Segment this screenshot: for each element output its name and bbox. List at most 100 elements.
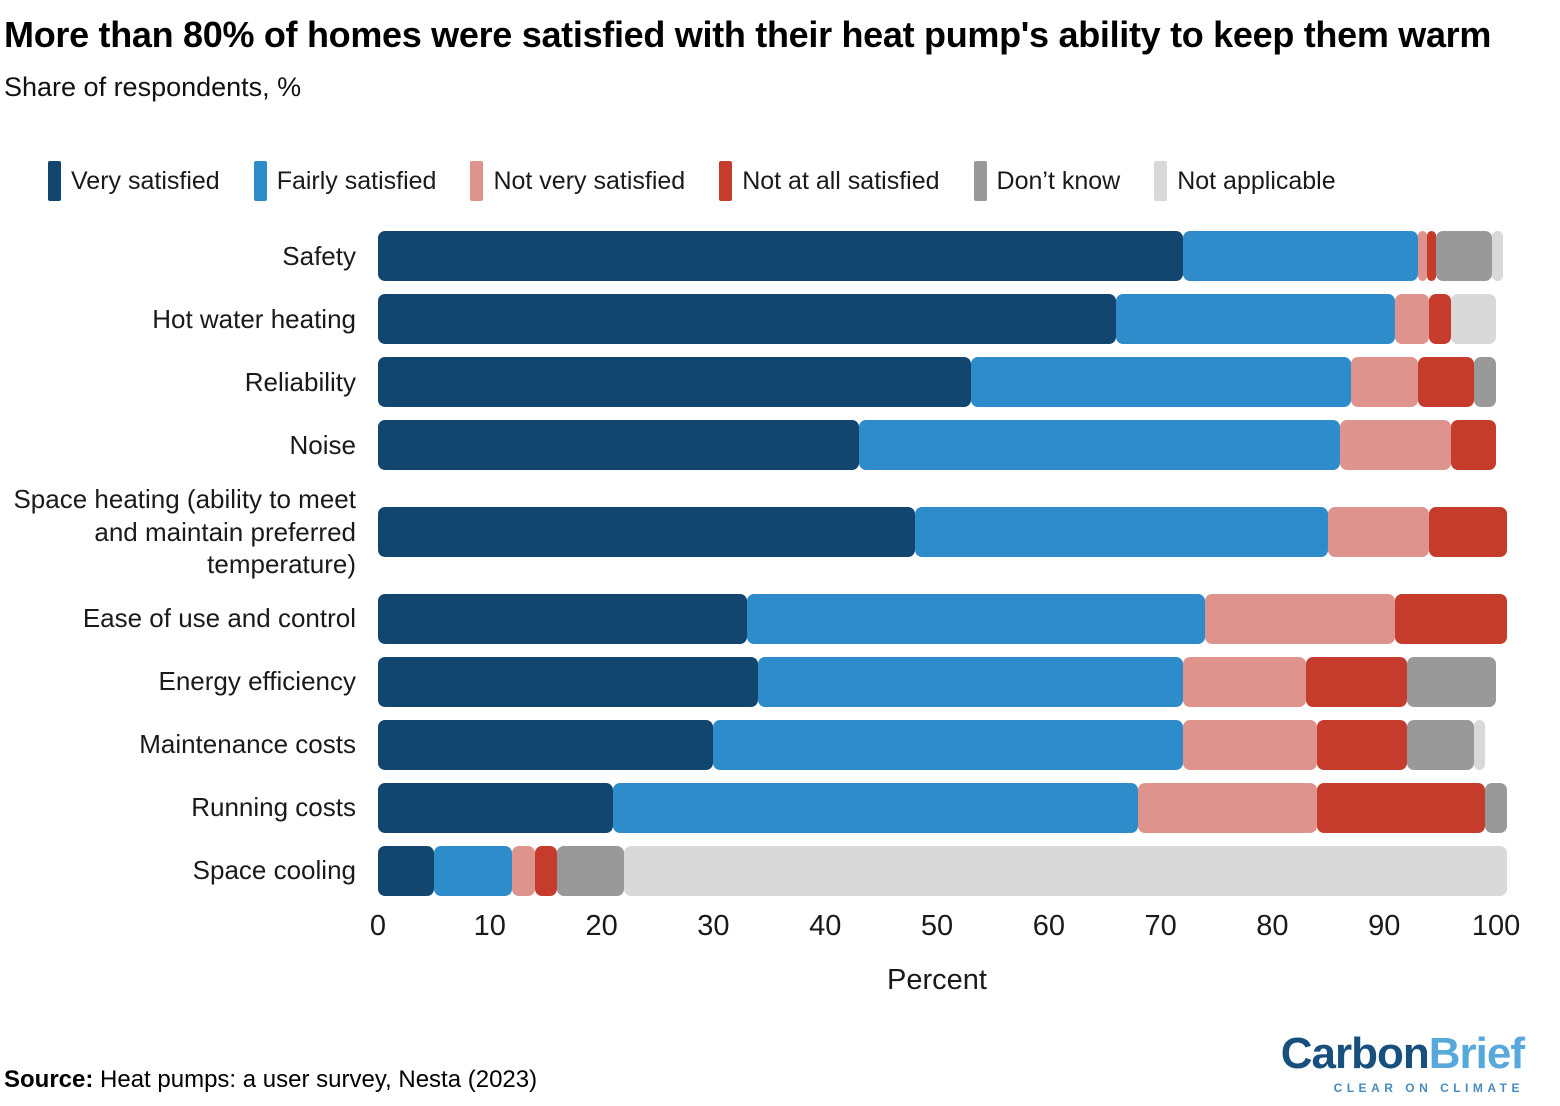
bar-segment-don-t-know [1435,231,1492,281]
bar-row-safety: Safety [4,231,1524,281]
x-tick-80: 80 [1256,909,1289,942]
x-axis-label-area: Percent [378,964,1524,1000]
bar-segment-not-at-all-satisfied [1428,294,1452,344]
x-tick-90: 90 [1368,909,1401,942]
x-tick-60: 60 [1032,909,1065,942]
bar-segment-fairly-satisfied [612,782,1139,833]
bar-row-energy-efficiency: Energy efficiency [4,656,1524,707]
bar-segment-fairly-satisfied [746,593,1206,644]
bar-segment-fairly-satisfied [1115,294,1396,344]
legend-swatch-icon [1154,161,1168,201]
bar-row-running-costs: Running costs [4,782,1524,833]
legend-swatch-icon [719,161,733,201]
chart-subtitle: Share of respondents, % [4,72,302,102]
axis-spacer [4,910,378,950]
bar-segment-very-satisfied [378,719,714,770]
legend-label: Not very satisfied [493,166,686,195]
source-note: Source: Heat pumps: a user survey, Nesta… [4,1066,537,1094]
x-tick-10: 10 [473,909,506,942]
x-tick-30: 30 [697,909,730,942]
category-label: Maintenance costs [139,729,356,760]
category-label: Safety [282,240,356,271]
axis-ticks: 0 10 20 30 40 50 60 70 80 90 100 [370,909,1524,950]
bar-row-space-heating-ability-to-meet-: Space heating (ability to meet and maint… [4,483,1524,581]
bar-segment-very-satisfied [378,845,434,896]
bar-row-noise: Noise [4,420,1524,470]
bar-segment-not-at-all-satisfied [1317,782,1485,833]
stacked-bar [378,231,1524,281]
category-label: Reliability [244,366,356,397]
bar-segment-not-at-all-satisfied [1317,719,1407,770]
stacked-bar [378,357,1524,407]
bar-segment-don-t-know [556,845,624,896]
bar-segment-not-applicable [1491,231,1503,281]
legend-label: Don’t know [996,166,1121,195]
bar-segment-don-t-know [1406,656,1496,707]
x-tick-50: 50 [920,909,954,942]
logo-wordmark: CarbonBrief [1280,1029,1525,1078]
bar-segment-not-at-all-satisfied [534,845,557,896]
bar-segment-not-very-satisfied [1205,593,1396,644]
bar-segment-very-satisfied [378,357,971,407]
stacked-bar [378,845,1524,896]
bar-segment-very-satisfied [378,231,1183,281]
source-text: Heat pumps: a user survey, Nesta (2023) [100,1066,538,1093]
axis-spacer [4,964,378,1000]
bar-segment-fairly-satisfied [1182,231,1418,281]
x-tick-0: 0 [369,909,387,942]
bar-segment-not-very-satisfied [1182,656,1306,707]
bar-row-reliability: Reliability [4,357,1524,407]
bar-segment-fairly-satisfied [970,357,1351,407]
legend-label: Not at all satisfied [742,166,940,195]
category-label: Running costs [191,792,356,823]
bar-segment-not-applicable [1451,294,1497,344]
bar-segment-very-satisfied [378,782,613,833]
chart-area: Safety Hot water heating Reliability Noise S… [4,231,1524,1000]
bar-segment-don-t-know [1484,782,1508,833]
category-label: Ease of use and control [82,603,356,634]
x-tick-70: 70 [1144,909,1177,942]
legend-swatch-icon [973,161,987,201]
bar-segment-fairly-satisfied [758,656,1183,707]
bar-segment-very-satisfied [378,294,1116,344]
footer: Source: Heat pumps: a user survey, Nesta… [4,1029,1525,1095]
source-label: Source: [4,1066,94,1093]
bar-segment-very-satisfied [378,420,859,470]
stacked-bar [378,593,1524,644]
logo-tagline: CLEAR ON CLIMATE [1333,1081,1524,1095]
category-label: Space heating (ability to meet and maint… [13,484,356,579]
category-label: Hot water heating [152,303,356,334]
x-axis-label-row: Percent [4,964,1524,1000]
chart-rows: Safety Hot water heating Reliability Noise S… [4,231,1524,896]
legend-label: Not applicable [1177,166,1336,195]
legend-swatch-icon [253,161,267,201]
legend-swatch-icon [48,161,61,201]
bar-segment-not-applicable [623,845,1508,896]
bar-segment-fairly-satisfied [433,845,513,896]
chart-title: More than 80% of homes were satisfied wi… [4,14,1492,55]
stacked-bar [378,294,1524,344]
bar-segment-don-t-know [1473,357,1497,407]
bar-row-maintenance-costs: Maintenance costs [4,719,1524,770]
bar-row-hot-water-heating: Hot water heating [4,294,1524,344]
bar-segment-very-satisfied [378,593,747,644]
x-axis-label: Percent [887,963,987,996]
bar-segment-don-t-know [1406,719,1474,770]
stacked-bar [378,506,1524,557]
bar-segment-not-at-all-satisfied [1451,420,1497,470]
legend-item-not-applicable: Not applicable [1154,161,1336,201]
legend-item-not-at-all-satisfied: Not at all satisfied [719,161,940,201]
x-axis: 0 10 20 30 40 50 60 70 80 90 100 [4,910,1524,950]
bar-segment-not-at-all-satisfied [1426,231,1436,281]
category-label: Energy efficiency [158,666,356,697]
stacked-bar [378,782,1524,833]
bar-segment-not-very-satisfied [1138,782,1318,833]
stacked-bar [378,420,1524,470]
bar-segment-not-very-satisfied [1395,294,1429,344]
logo-carbon: Carbon [1280,1029,1430,1078]
legend-item-not-very-satisfied: Not very satisfied [470,161,685,201]
legend-item-don-t-know: Don’t know [973,161,1121,201]
bar-segment-not-at-all-satisfied [1395,593,1508,644]
legend: Very satisfied Fairly satisfied Not very s… [48,161,1524,201]
